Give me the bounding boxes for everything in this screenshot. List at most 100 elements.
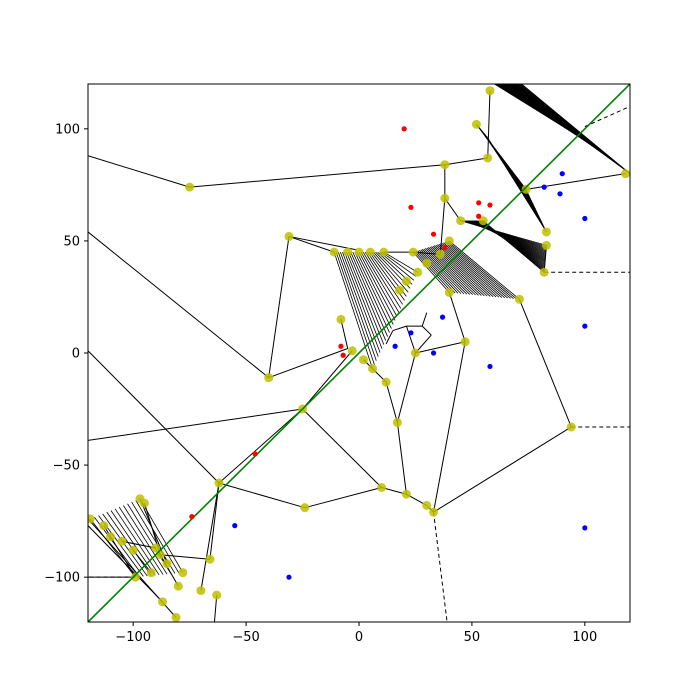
voronoi-edge <box>335 251 375 365</box>
voronoi-vertex <box>381 377 391 387</box>
voronoi-vertex <box>365 247 375 257</box>
voronoi-edge <box>423 248 471 295</box>
voronoi-ray <box>584 105 630 128</box>
voronoi-ray <box>433 512 448 622</box>
voronoi-edge <box>356 251 394 325</box>
voronoi-edge <box>346 251 385 345</box>
voronoi-edge <box>441 242 506 299</box>
blue-point <box>541 184 547 190</box>
voronoi-edge <box>487 137 547 233</box>
voronoi-edge <box>135 500 180 574</box>
voronoi-vertex <box>354 247 364 257</box>
voronoi-vertex <box>514 294 524 304</box>
voronoi-vertex <box>99 521 109 531</box>
voronoi-vertex <box>408 247 418 257</box>
voronoi-vertex <box>566 422 576 432</box>
voronoi-edge <box>421 249 468 295</box>
voronoi-vertex <box>413 267 423 277</box>
voronoi-vertex <box>521 184 531 194</box>
blue-point <box>582 525 588 531</box>
voronoi-vertex <box>178 568 188 578</box>
voronoi-edge <box>437 244 497 298</box>
red-point <box>340 352 346 358</box>
voronoi-vertex <box>541 227 551 237</box>
voronoi-edge <box>352 251 390 333</box>
voronoi-edge <box>435 244 494 297</box>
voronoi-vertex <box>185 182 195 192</box>
voronoi-vertex <box>151 543 161 553</box>
voronoi-vertex <box>284 231 294 241</box>
voronoi-vertex <box>347 346 357 356</box>
y-tick-label: −50 <box>53 459 80 474</box>
voronoi-vertex <box>539 267 549 277</box>
voronoi-vertex <box>264 373 274 383</box>
voronoi-edge <box>88 408 303 441</box>
voronoi-edge <box>348 251 387 341</box>
voronoi-vertex <box>158 597 168 607</box>
voronoi-edge <box>421 312 428 327</box>
diagonal-line <box>88 84 630 622</box>
voronoi-edge <box>110 510 156 576</box>
voronoi-vertex <box>162 559 172 569</box>
voronoi-edge <box>433 426 572 513</box>
voronoi-edge <box>340 319 349 349</box>
red-point <box>189 514 195 520</box>
voronoi-vertex <box>379 247 389 257</box>
voronoi-vertex <box>336 314 346 324</box>
voronoi-edge <box>444 198 462 222</box>
red-point <box>408 204 414 210</box>
voronoi-edge <box>118 506 164 575</box>
blue-point <box>582 215 588 222</box>
red-point <box>476 213 482 219</box>
blue-point <box>559 171 565 177</box>
voronoi-vertex <box>456 216 466 226</box>
voronoi-vertex <box>392 417 402 427</box>
voronoi-vertex <box>300 503 310 513</box>
voronoi-vertex <box>128 545 138 555</box>
voronoi-edge <box>132 549 152 573</box>
blue-point <box>557 191 563 197</box>
voronoi-edge <box>385 382 398 423</box>
voronoi-edge <box>200 482 220 591</box>
voronoi-vertex <box>422 258 432 268</box>
voronoi-edge <box>366 251 403 305</box>
voronoi-vertex <box>173 581 183 591</box>
voronoi-edge <box>342 251 381 353</box>
voronoi-vertex <box>440 193 450 203</box>
axes: −100 −50 0 50 100 100 50 0 −50 −100 <box>44 122 597 645</box>
red-point <box>476 200 482 206</box>
voronoi-vertex <box>444 287 454 297</box>
voronoi-vertex <box>620 169 630 179</box>
red-point <box>338 343 344 349</box>
voronoi-vertex <box>146 568 156 578</box>
voronoi-edge <box>440 243 503 298</box>
voronoi-edge <box>333 251 373 369</box>
voronoi-vertex <box>483 153 493 163</box>
x-tick-label: −50 <box>232 630 259 645</box>
voronoi-edge <box>396 422 407 495</box>
voronoi-edge <box>433 341 466 513</box>
voronoi-vertex <box>329 247 339 257</box>
y-tick-label: 100 <box>55 122 80 137</box>
voronoi-vertex <box>444 236 454 246</box>
voronoi-edge <box>426 247 476 296</box>
blue-point <box>487 363 493 370</box>
voronoi-edge <box>487 90 491 158</box>
voronoi-edge <box>412 251 450 293</box>
voronoi-vertex <box>130 572 140 582</box>
voronoi-edge <box>350 251 388 337</box>
blue-point <box>232 523 238 529</box>
red-point <box>442 245 448 251</box>
voronoi-vertex <box>368 364 378 374</box>
voronoi-vertex <box>429 507 439 517</box>
red-point <box>430 231 437 237</box>
voronoi-edge <box>123 505 168 575</box>
y-tick-label: 50 <box>63 234 80 249</box>
voronoi-edge <box>268 348 348 379</box>
voronoi-edge <box>160 554 210 560</box>
voronoi-edge <box>444 242 511 299</box>
voronoi-edge <box>417 250 459 294</box>
voronoi-edge <box>302 350 353 410</box>
voronoi-edge <box>448 292 466 342</box>
